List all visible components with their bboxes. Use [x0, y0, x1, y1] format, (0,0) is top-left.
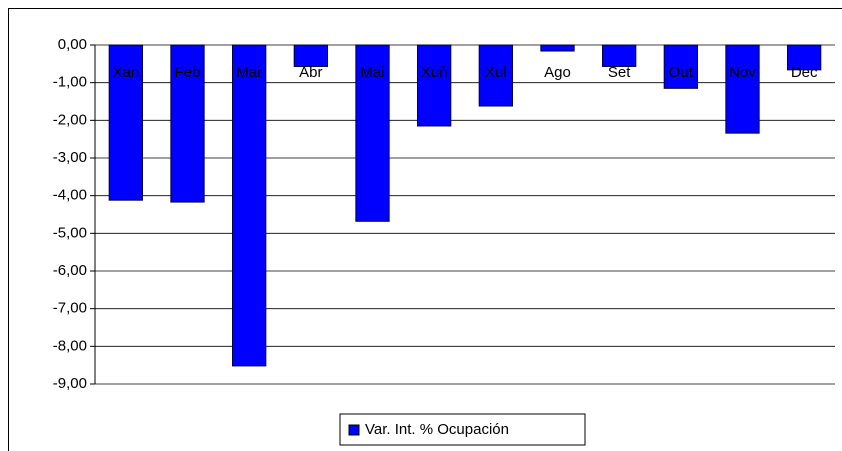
- legend-box: [339, 413, 586, 446]
- y-tick-label: 0,00: [58, 36, 87, 53]
- x-tick-label: Mar: [236, 64, 262, 81]
- legend-label: Var. Int. % Ocupación: [365, 421, 509, 438]
- y-tick-label: -1,00: [53, 74, 87, 91]
- bar: [232, 44, 267, 367]
- bar: [355, 44, 390, 222]
- y-tick-label: -5,00: [53, 224, 87, 241]
- legend-swatch: [348, 424, 360, 436]
- bar: [540, 44, 575, 52]
- x-tick-label: Xan: [112, 64, 139, 81]
- bar: [787, 44, 822, 71]
- y-tick-label: -3,00: [53, 149, 87, 166]
- x-tick-label: Mai: [360, 64, 384, 81]
- bar: [663, 44, 698, 89]
- x-tick-label: Feb: [175, 64, 201, 81]
- bar: [417, 44, 452, 127]
- bar: [293, 44, 328, 67]
- y-tick-label: -4,00: [53, 187, 87, 204]
- x-tick-label: Ago: [544, 64, 571, 81]
- y-tick-label: -9,00: [53, 375, 87, 392]
- bar: [478, 44, 513, 107]
- y-tick-label: -2,00: [53, 111, 87, 128]
- x-tick-label: Xul: [485, 64, 507, 81]
- bar: [602, 44, 637, 67]
- bar: [108, 44, 143, 201]
- y-tick-label: -7,00: [53, 300, 87, 317]
- x-tick-label: Dec: [791, 64, 818, 81]
- x-tick-label: Nov: [729, 64, 756, 81]
- bar: [725, 44, 760, 134]
- x-tick-label: Xuñ: [421, 64, 448, 81]
- x-tick-label: Set: [608, 64, 631, 81]
- y-tick-label: -8,00: [53, 337, 87, 354]
- x-tick-label: Abr: [299, 64, 322, 81]
- x-tick-label: Out: [669, 64, 694, 81]
- bar: [170, 44, 205, 203]
- y-tick-label: -6,00: [53, 262, 87, 279]
